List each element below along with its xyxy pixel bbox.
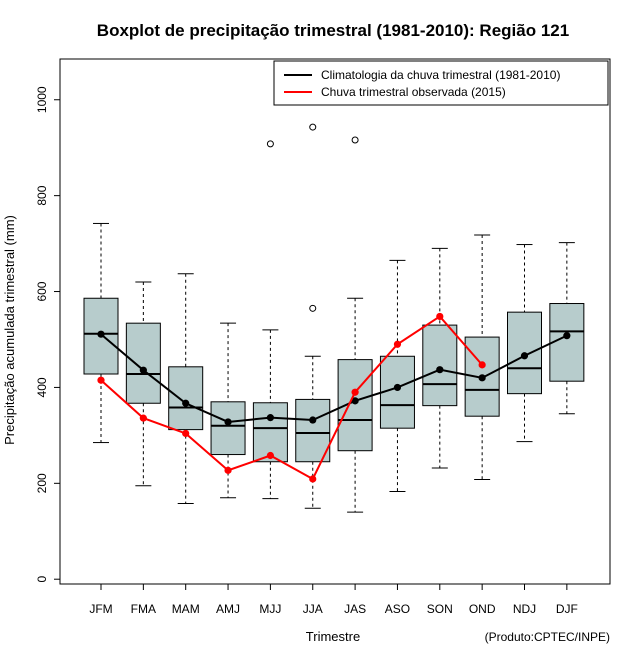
box-ndj: [507, 244, 542, 443]
box-iqr: [210, 401, 246, 456]
series-point-climatology: [478, 374, 486, 382]
box-iqr: [125, 322, 161, 404]
y-tick-label: 0: [35, 576, 49, 583]
legend: Climatologia da chuva trimestral (1981-2…: [273, 60, 609, 106]
box-iqr: [379, 355, 415, 429]
outlier-point: [351, 136, 359, 144]
box-ond: [464, 234, 500, 480]
chart-title: Boxplot de precipitação trimestral (1981…: [97, 21, 569, 40]
x-tick-label: OND: [469, 602, 496, 616]
y-tick-label: 200: [35, 473, 49, 493]
legend-label-observed: Chuva trimestral observada (2015): [321, 85, 506, 99]
box-iqr: [549, 303, 585, 382]
box-djf: [549, 242, 585, 415]
box-aso: [379, 259, 415, 492]
x-tick-label: NDJ: [513, 602, 536, 616]
series-line-climatology: [100, 333, 568, 423]
outlier-point: [266, 140, 274, 148]
credit-text: (Produto:CPTEC/INPE): [485, 630, 610, 644]
outlier-point: [309, 123, 317, 131]
series-point-climatology: [351, 397, 359, 405]
series-point-observed: [182, 429, 190, 438]
box-mjj: [252, 140, 288, 500]
x-tick-label: JJA: [303, 602, 323, 616]
series-point-climatology: [309, 416, 317, 424]
series-point-climatology: [182, 399, 190, 407]
y-tick-label: 400: [35, 377, 49, 397]
x-tick-label: JFM: [89, 602, 112, 616]
series-point-observed: [224, 466, 232, 474]
y-tick-label: 600: [35, 281, 49, 301]
box-iqr: [295, 398, 331, 463]
box-group: [83, 123, 585, 513]
legend-box: [273, 60, 609, 106]
series-point-observed: [309, 475, 317, 483]
series-point-observed: [139, 414, 147, 422]
y-tick-label: 800: [35, 185, 49, 205]
series-point-climatology: [436, 366, 444, 374]
series-line-observed: [100, 315, 483, 481]
series-point-climatology: [97, 330, 105, 338]
x-tick-label: MJJ: [259, 602, 281, 616]
series-point-observed: [97, 376, 105, 384]
x-tick-label: FMA: [131, 602, 156, 616]
y-axis: 0 200 400 600 800 1000: [35, 86, 60, 583]
box-amj: [210, 322, 246, 499]
box-jja: [295, 123, 331, 509]
legend-label-climatology: Climatologia da chuva trimestral (1981-2…: [321, 68, 560, 82]
series-point-climatology: [139, 366, 147, 374]
x-axis: JFM FMA MAM AMJ MJJ JJA JAS ASO SON OND NDJ DJF: [89, 584, 578, 616]
series-lines: [97, 312, 571, 483]
series-point-climatology: [266, 414, 274, 422]
series-point-climatology: [563, 332, 571, 340]
box-iqr: [168, 366, 204, 431]
series-point-climatology: [520, 352, 529, 360]
box-mam: [168, 273, 204, 504]
x-axis-label: Trimestre: [306, 629, 360, 644]
box-son: [422, 247, 458, 469]
series-point-observed: [266, 451, 274, 460]
series-point-climatology: [224, 418, 232, 426]
series-point-observed: [351, 388, 359, 396]
series-point-observed: [478, 361, 486, 369]
box-fma: [125, 281, 161, 487]
y-axis-label: Precipitação acumulada trimestral (mm): [2, 215, 17, 445]
x-tick-label: MAM: [172, 602, 200, 616]
series-point-climatology: [393, 383, 402, 392]
outlier-point: [309, 304, 317, 312]
series-point-observed: [393, 340, 402, 348]
x-tick-label: DJF: [556, 602, 578, 616]
box-jas: [337, 136, 373, 513]
x-tick-label: SON: [427, 602, 453, 616]
x-tick-label: ASO: [385, 602, 410, 616]
x-tick-label: AMJ: [216, 602, 240, 616]
box-iqr: [422, 324, 458, 407]
plot-frame: [59, 58, 611, 585]
x-tick-label: JAS: [344, 602, 366, 616]
series-point-observed: [436, 312, 444, 321]
y-tick-label: 1000: [35, 86, 49, 113]
